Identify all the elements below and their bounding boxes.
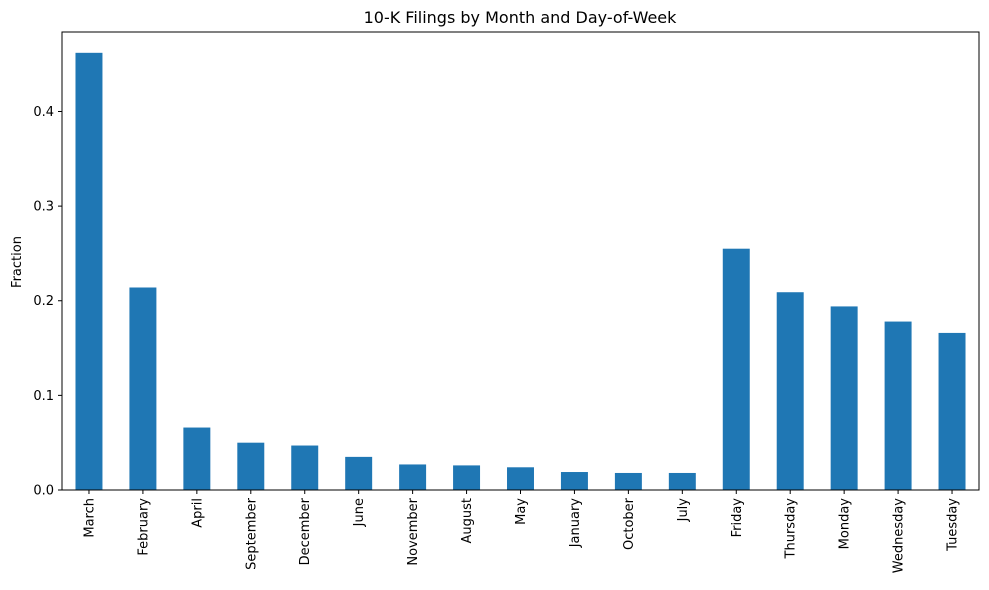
x-tick-label: Monday (838, 498, 853, 550)
bar-november (399, 464, 427, 490)
bar-august (453, 465, 481, 490)
y-tick-label: 0.3 (33, 200, 54, 215)
x-tick-label: March (82, 498, 97, 538)
x-tick-label: May (514, 498, 529, 525)
bar-february (129, 287, 157, 490)
y-axis-label: Fraction (10, 236, 25, 288)
plot-frame (61, 31, 980, 491)
y-tick-label: 0.0 (33, 484, 54, 499)
bar-october (614, 472, 642, 490)
x-tick-label: February (136, 498, 151, 556)
x-tick-label: Friday (730, 498, 745, 538)
bars-group (75, 52, 966, 491)
bar-april (183, 427, 211, 490)
y-tick-label: 0.2 (33, 294, 54, 309)
bar-thursday (776, 292, 804, 490)
x-tick-label: July (676, 498, 691, 523)
x-tick-label: October (622, 497, 637, 550)
bar-wednesday (884, 321, 912, 490)
x-tick-label: January (568, 498, 583, 549)
bar-september (237, 442, 265, 490)
x-tick-label: Thursday (784, 498, 799, 560)
bar-friday (722, 248, 750, 490)
bar-july (668, 472, 696, 490)
x-tick-label: April (190, 498, 205, 528)
bar-may (507, 467, 534, 490)
x-tick-label: December (298, 497, 313, 565)
y-axis: 0.0 0.1 0.2 0.3 0.4 (33, 105, 62, 499)
x-axis: March February April September December June N… (82, 490, 961, 574)
y-tick-label: 0.1 (33, 389, 54, 404)
bar-january (560, 472, 588, 490)
x-tick-label: November (406, 497, 421, 565)
x-tick-label: August (460, 498, 475, 544)
bar-december (291, 445, 319, 490)
bar-june (345, 456, 373, 490)
bar-march (75, 52, 103, 491)
x-tick-label: Tuesday (946, 498, 961, 552)
x-tick-label: Wednesday (892, 498, 907, 574)
y-tick-label: 0.4 (33, 105, 54, 120)
bar-tuesday (938, 332, 966, 490)
x-tick-label: September (244, 497, 259, 570)
chart-title: 10-K Filings by Month and Day-of-Week (364, 8, 678, 27)
x-tick-label: June (352, 498, 367, 527)
bar-monday (830, 306, 858, 490)
